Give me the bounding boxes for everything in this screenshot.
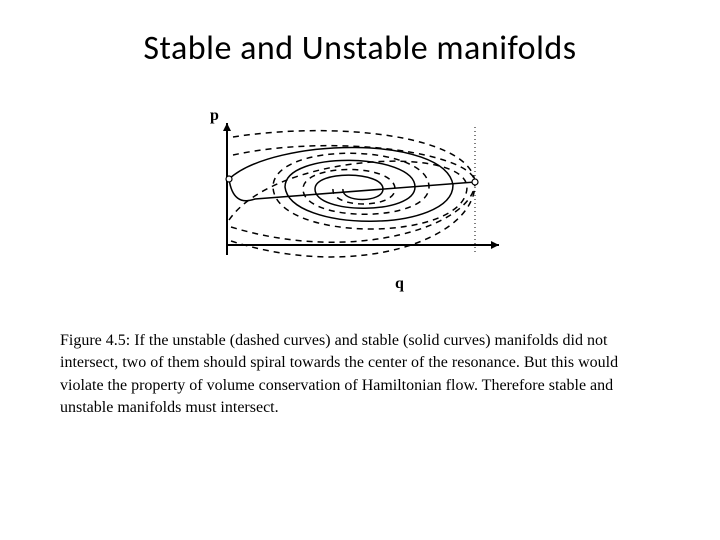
figure-caption: Figure 4.5: If the unstable (dashed curv…	[60, 330, 660, 420]
page-title: Stable and Unstable manifolds	[0, 0, 720, 69]
phase-space-diagram	[215, 115, 515, 295]
manifold-figure: p q	[215, 115, 515, 295]
axis-label-p: p	[210, 107, 219, 125]
axis-label-q: q	[395, 275, 404, 293]
caption-body: If the unstable (dashed curves) and stab…	[60, 332, 618, 416]
caption-lead: Figure 4.5:	[60, 332, 130, 349]
